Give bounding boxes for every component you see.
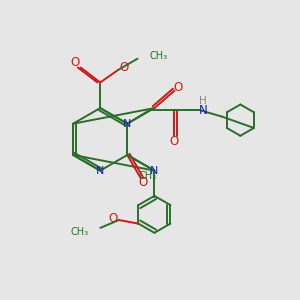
Text: N: N [199, 104, 207, 117]
Text: CH₃: CH₃ [139, 171, 157, 181]
Text: O: O [120, 61, 129, 74]
Text: H: H [199, 96, 207, 106]
Text: O: O [174, 81, 183, 94]
Text: CH₃: CH₃ [150, 51, 168, 61]
Text: O: O [70, 56, 79, 69]
Text: O: O [139, 176, 148, 189]
Text: O: O [108, 212, 117, 225]
Text: N: N [96, 166, 104, 176]
Text: N: N [123, 119, 131, 129]
Text: O: O [169, 135, 179, 148]
Text: N: N [150, 166, 159, 176]
Text: CH₃: CH₃ [71, 227, 89, 237]
